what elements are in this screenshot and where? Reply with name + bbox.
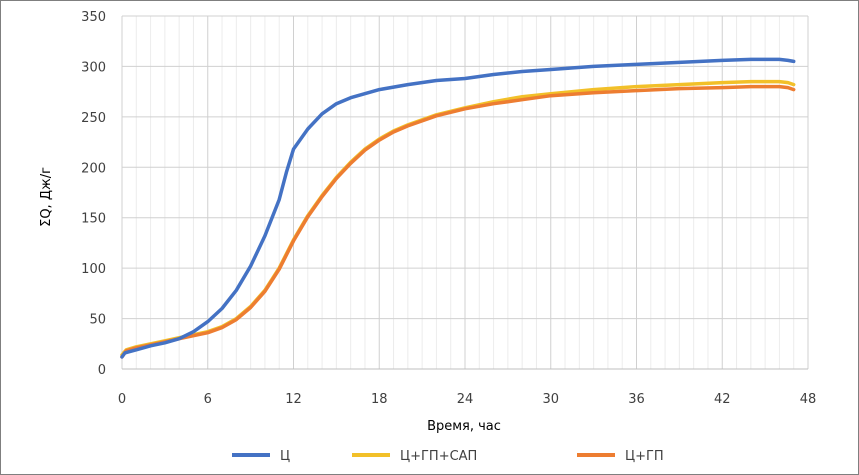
x-tick-label: 42 — [714, 392, 731, 407]
legend-label: Ц+ГП+САП — [400, 449, 477, 464]
series-line — [120, 79, 796, 357]
series-line — [120, 84, 796, 359]
series-layer — [120, 57, 796, 359]
series-line — [120, 57, 796, 359]
x-tick-label: 36 — [628, 392, 645, 407]
legend-label: Ц+ГП — [625, 449, 664, 464]
x-tick-label: 18 — [371, 392, 388, 407]
y-tick-label: 100 — [81, 262, 106, 277]
y-tick-label: 50 — [89, 313, 106, 328]
y-tick-label: 250 — [81, 111, 106, 126]
y-axis-title: ΣQ, Дж/г — [39, 167, 54, 227]
y-tick-label: 200 — [81, 161, 106, 176]
y-tick-label: 150 — [81, 212, 106, 227]
x-tick-label: 0 — [118, 392, 126, 407]
y-tick-label: 300 — [81, 60, 106, 75]
x-tick-label: 24 — [457, 392, 474, 407]
y-tick-label: 350 — [81, 10, 106, 25]
legend: Ц Ц+ГП+САП Ц+ГП — [232, 449, 664, 464]
legend-label: Ц — [280, 449, 290, 464]
x-axis-title: Время, час — [427, 419, 501, 434]
y-tick-labels: 0 50 100 150 200 250 300 350 — [81, 10, 106, 378]
x-tick-label: 48 — [800, 392, 817, 407]
x-tick-label: 30 — [542, 392, 559, 407]
major-gridlines — [121, 15, 809, 370]
y-tick-label: 0 — [98, 363, 106, 378]
x-tick-labels: 0 6 12 18 24 30 36 42 48 — [118, 392, 816, 407]
x-tick-label: 6 — [204, 392, 212, 407]
x-tick-label: 12 — [285, 392, 302, 407]
